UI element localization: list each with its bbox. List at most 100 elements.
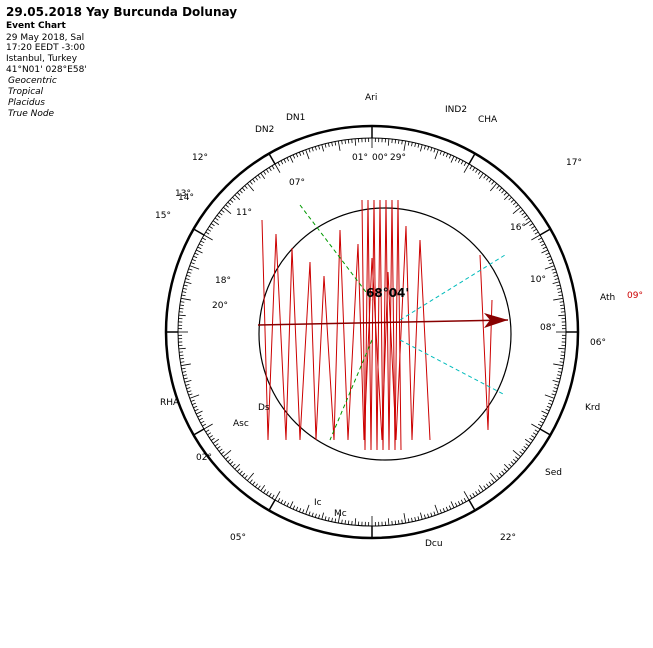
- degree-tick: [212, 438, 220, 444]
- degree-tick: [477, 489, 481, 494]
- degree-tick: [537, 237, 542, 241]
- degree-tick: [321, 512, 324, 520]
- degree-tick: [188, 268, 193, 271]
- degree-tick: [331, 142, 333, 147]
- chart-label: Ds: [258, 403, 270, 413]
- degree-tick: [430, 512, 433, 517]
- degree-tick: [512, 449, 521, 458]
- degree-tick: [246, 472, 255, 481]
- degree-tick: [525, 217, 530, 221]
- degree-tick: [445, 506, 449, 511]
- sign-divider: [468, 499, 476, 511]
- degree-tick: [488, 481, 492, 486]
- info-line: 29 May 2018, Sal: [6, 33, 84, 43]
- degree-tick: [503, 463, 510, 470]
- degree-tick: [218, 212, 223, 216]
- degree-tick: [559, 301, 564, 303]
- degree-tick: [257, 174, 261, 179]
- degree-tick: [198, 243, 203, 247]
- degree-tick: [457, 501, 461, 506]
- sign-divider: [193, 428, 205, 436]
- degree-tick: [407, 518, 410, 523]
- degree-tick: [537, 423, 542, 427]
- degree-tick: [553, 363, 564, 367]
- degree-tick: [414, 517, 417, 522]
- degree-tick: [302, 509, 305, 514]
- degree-tick: [401, 519, 403, 524]
- degree-tick: [531, 234, 541, 241]
- degree-tick: [483, 174, 487, 179]
- degree-tick: [183, 377, 188, 380]
- degree-tick: [311, 147, 314, 152]
- degree-tick: [414, 142, 417, 147]
- degree-tick: [539, 420, 544, 424]
- degree-tick: [512, 458, 517, 463]
- degree-tick: [292, 154, 296, 159]
- degree-tick: [229, 461, 234, 465]
- degree-tick: [519, 451, 524, 455]
- degree-tick: [187, 271, 192, 274]
- degree-tick: [560, 358, 565, 360]
- degree-tick: [337, 513, 341, 524]
- degree-tick: [181, 294, 186, 297]
- degree-tick: [246, 183, 255, 192]
- degree-tick: [283, 501, 287, 506]
- degree-tick: [477, 170, 481, 175]
- degree-tick: [305, 149, 310, 160]
- chart-label: 10°: [530, 275, 546, 285]
- degree-tick: [434, 504, 439, 515]
- degree-tick: [417, 143, 420, 148]
- degree-tick: [198, 417, 203, 421]
- degree-tick: [321, 144, 324, 152]
- degree-tick: [531, 226, 535, 229]
- chart-label: Ic: [314, 498, 322, 508]
- degree-tick: [454, 502, 458, 507]
- degree-tick: [200, 240, 205, 244]
- inner-ring: [258, 207, 512, 461]
- degree-tick: [398, 139, 400, 144]
- degree-tick: [334, 518, 337, 523]
- degree-tick: [552, 281, 560, 284]
- degree-tick: [496, 185, 500, 189]
- degree-tick: [532, 432, 537, 436]
- degree-tick: [552, 271, 557, 274]
- degree-tick: [227, 201, 232, 206]
- degree-tick: [557, 371, 562, 373]
- degree-tick: [234, 194, 241, 201]
- degree-tick: [475, 169, 478, 173]
- degree-tick: [186, 387, 191, 390]
- degree-tick: [218, 448, 223, 452]
- chart-label: Mc: [334, 509, 347, 519]
- degree-tick: [529, 223, 534, 227]
- degree-tick: [327, 517, 330, 522]
- degree-tick: [427, 146, 430, 151]
- degree-tick: [433, 148, 436, 153]
- degree-tick: [503, 468, 508, 472]
- degree-tick: [541, 417, 546, 421]
- axis-line: [257, 319, 509, 326]
- degree-tick: [541, 243, 546, 247]
- degree-tick: [314, 513, 317, 518]
- degree-tick: [232, 463, 236, 468]
- degree-tick: [472, 492, 476, 497]
- chart-label: 18°: [215, 276, 231, 286]
- degree-tick: [252, 481, 256, 486]
- degree-tick: [344, 520, 346, 525]
- degree-tick: [488, 178, 492, 183]
- degree-tick: [553, 297, 564, 301]
- degree-tick: [557, 374, 562, 377]
- degree-tick: [225, 204, 229, 208]
- degree-tick: [207, 432, 212, 436]
- degree-tick: [216, 446, 221, 450]
- degree-tick: [191, 402, 196, 406]
- degree-tick: [314, 146, 317, 151]
- aspect-lines: [479, 254, 493, 431]
- degree-tick: [193, 405, 198, 409]
- chart-label: IND2: [445, 105, 467, 115]
- degree-tick: [457, 158, 461, 163]
- degree-tick: [445, 153, 449, 158]
- degree-tick: [433, 511, 436, 516]
- degree-tick: [274, 491, 281, 501]
- degree-tick: [508, 196, 512, 201]
- degree-tick: [232, 196, 236, 201]
